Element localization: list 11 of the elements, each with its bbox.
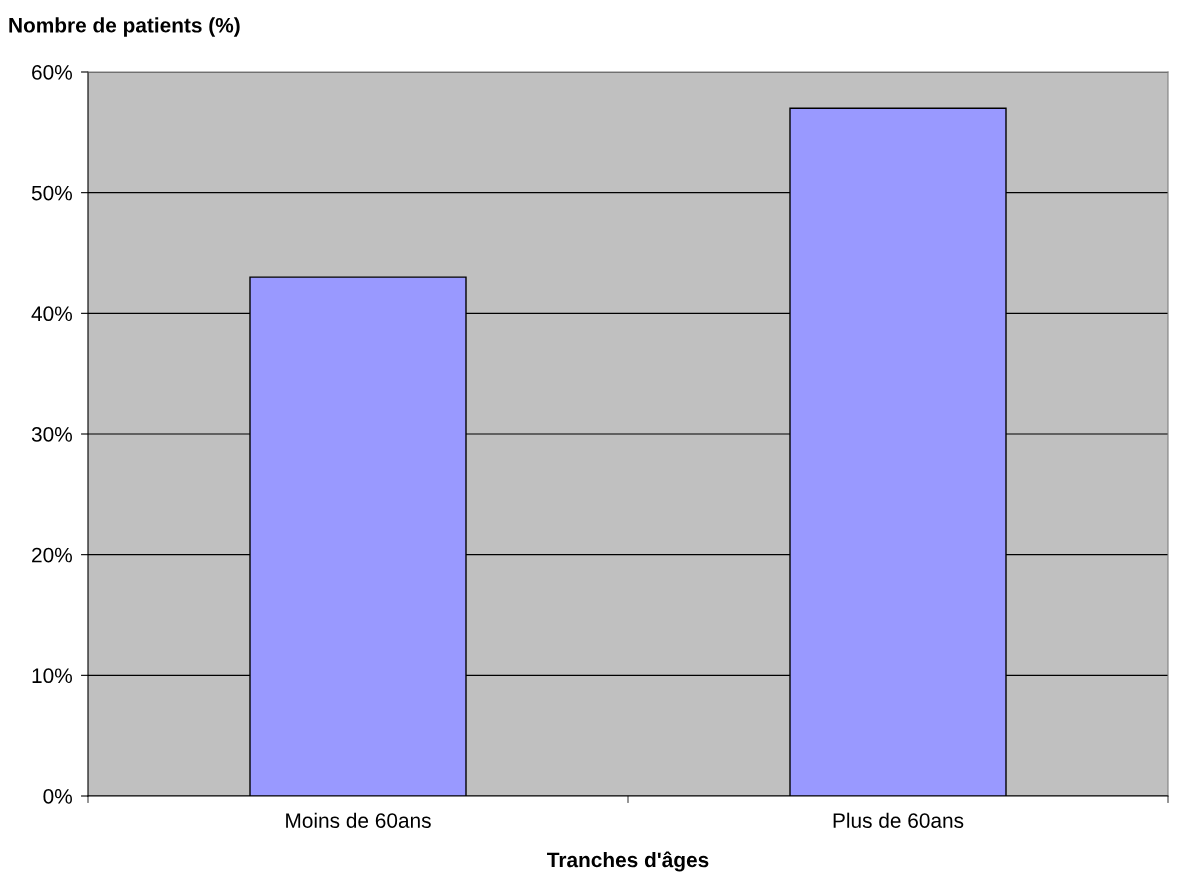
y-tick-label: 50% [31,185,72,201]
y-tick-label: 40% [31,306,72,322]
y-tick-label: 60% [32,65,72,80]
x-axis-title: Tranches d'âges [547,851,709,872]
x-tick-label: Moins de 60ans [286,812,431,828]
y-axis-title: Nombre de patients (%) [9,17,240,37]
y-tick-label: 20% [32,547,72,563]
y-tick-label: 0% [43,789,72,804]
y-tick-label: 10% [32,668,72,684]
y-tick-label: 30% [31,427,72,442]
x-tick-label: Plus de 60ans [833,812,964,828]
